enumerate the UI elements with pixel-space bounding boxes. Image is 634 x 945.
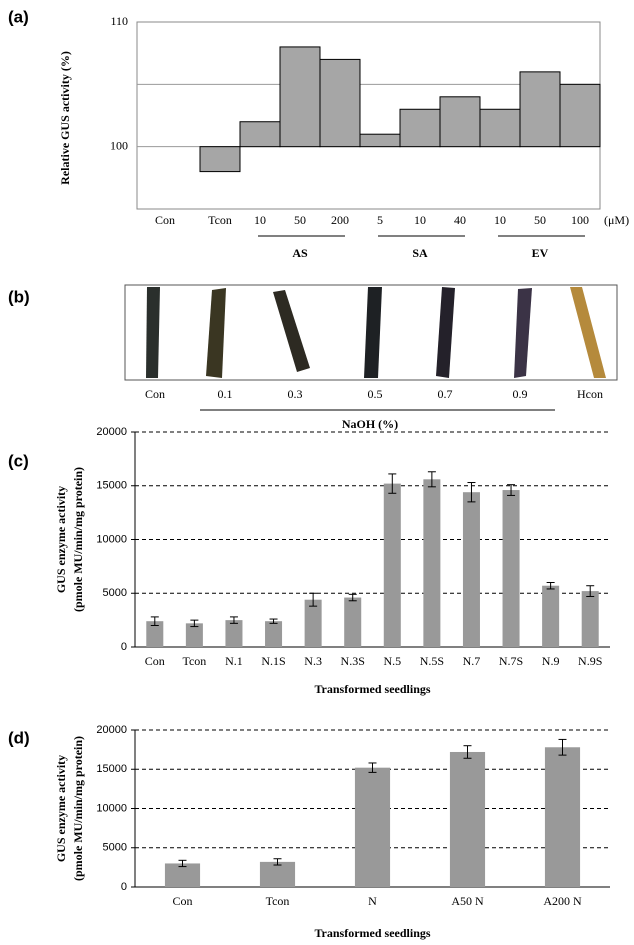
x-tick-label: 200 xyxy=(331,213,349,227)
y-axis-label: GUS enzyme activity xyxy=(54,486,68,593)
root xyxy=(436,287,455,378)
y-axis-unit: (pmole MU/min/mg protein) xyxy=(71,467,85,612)
x-tick-label: N xyxy=(368,894,377,908)
x-tick-label: 10 xyxy=(414,213,426,227)
bar xyxy=(542,585,560,647)
bar xyxy=(502,490,520,647)
x-tick-label: 40 xyxy=(454,213,466,227)
x-tick-label: 0.3 xyxy=(288,387,303,401)
bar xyxy=(519,71,561,148)
x-tick-label: Con xyxy=(155,213,175,227)
y-axis-unit: (pmole MU/min/mg protein) xyxy=(71,736,85,881)
x-tick-label: 0.7 xyxy=(438,387,453,401)
panel-label: (b) xyxy=(8,287,30,306)
y-tick-label: 5000 xyxy=(103,587,127,599)
root xyxy=(273,290,310,372)
x-tick-label: 10 xyxy=(254,213,266,227)
x-tick-label: A200 N xyxy=(543,894,582,908)
bar xyxy=(359,133,401,148)
bar xyxy=(399,108,441,148)
bar xyxy=(344,597,362,647)
x-tick-label: 5 xyxy=(377,213,383,227)
x-tick-label: 10 xyxy=(494,213,506,227)
x-tick-label: N.3S xyxy=(341,654,365,668)
x-tick-label: N.3 xyxy=(304,654,322,668)
x-tick-label: N.5S xyxy=(420,654,444,668)
x-tick-label: N.9 xyxy=(542,654,560,668)
bar xyxy=(164,863,201,887)
x-tick-label: N.9S xyxy=(578,654,602,668)
group-label: SA xyxy=(412,246,428,260)
bar xyxy=(383,483,401,647)
x-tick-label: N.1S xyxy=(261,654,285,668)
root xyxy=(146,287,160,378)
x-tick-label: N.5 xyxy=(383,654,401,668)
x-axis-label: Transformed seedlings xyxy=(314,926,430,940)
y-tick-label: 10000 xyxy=(96,533,127,545)
x-axis-label: NaOH (%) xyxy=(342,417,398,431)
root xyxy=(570,287,606,378)
group-label: AS xyxy=(292,246,308,260)
x-tick-label: 100 xyxy=(571,213,589,227)
y-tick-label: 15000 xyxy=(96,480,127,492)
y-tick-label: 10000 xyxy=(96,802,127,814)
bar xyxy=(423,479,441,647)
bar xyxy=(239,121,281,148)
bar xyxy=(462,492,480,647)
panel-label: (a) xyxy=(8,7,29,26)
y-tick-label: 5000 xyxy=(103,842,127,854)
bar xyxy=(559,83,601,148)
x-tick-label: Hcon xyxy=(577,387,603,401)
panel-label: (c) xyxy=(8,451,29,470)
x-tick-label: 50 xyxy=(294,213,306,227)
bar xyxy=(439,96,481,148)
root xyxy=(514,288,532,378)
x-tick-label: 0.5 xyxy=(368,387,383,401)
bar xyxy=(225,620,243,647)
panel-label: (d) xyxy=(8,728,30,747)
bar xyxy=(146,621,164,647)
root xyxy=(364,287,382,378)
y-tick-label: 0 xyxy=(121,641,127,653)
bar xyxy=(185,623,203,647)
x-axis-label: Transformed seedlings xyxy=(314,682,430,696)
x-tick-label: 0.1 xyxy=(218,387,233,401)
x-tick-label: N.1 xyxy=(225,654,243,668)
x-tick-label: Con xyxy=(172,894,192,908)
x-tick-label: N.7S xyxy=(499,654,523,668)
x-tick-label: 0.9 xyxy=(513,387,528,401)
x-tick-label: Con xyxy=(145,654,165,668)
bar xyxy=(544,747,581,887)
y-axis-label: Relative GUS activity (%) xyxy=(58,51,72,185)
bar xyxy=(354,767,391,887)
y-tick-label: 15000 xyxy=(96,763,127,775)
y-tick-label: 20000 xyxy=(96,724,127,736)
x-tick-label: N.7 xyxy=(463,654,481,668)
x-tick-label: Con xyxy=(145,387,165,401)
x-tick-label: 50 xyxy=(534,213,546,227)
y-tick-label: 110 xyxy=(110,14,128,28)
bar xyxy=(265,621,283,647)
unit-label: (μM) xyxy=(604,213,629,227)
bar xyxy=(199,146,241,173)
y-axis-label: GUS enzyme activity xyxy=(54,755,68,862)
root xyxy=(206,288,226,378)
root-image xyxy=(124,284,618,381)
x-tick-label: Tcon xyxy=(266,894,290,908)
bar xyxy=(479,108,521,148)
bar xyxy=(449,751,486,887)
x-tick-label: Tcon xyxy=(208,213,232,227)
y-tick-label: 0 xyxy=(121,881,127,893)
x-tick-label: A50 N xyxy=(451,894,484,908)
bar xyxy=(304,599,322,647)
bar xyxy=(259,861,296,887)
x-tick-label: Tcon xyxy=(182,654,206,668)
bar xyxy=(319,58,361,148)
y-tick-label: 100 xyxy=(110,138,128,152)
y-tick-label: 20000 xyxy=(96,426,127,438)
bar xyxy=(279,46,321,148)
group-label: EV xyxy=(532,246,549,260)
bar xyxy=(581,591,599,647)
